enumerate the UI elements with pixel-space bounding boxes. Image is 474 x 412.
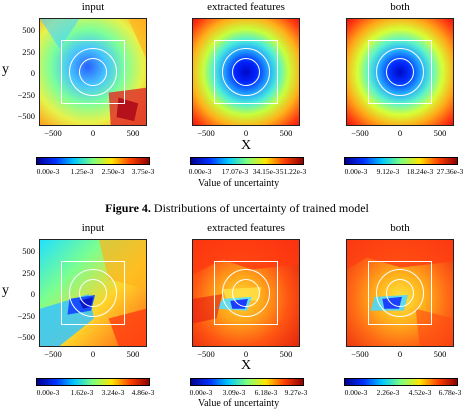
row2-p3-x-tick: 500 (433, 349, 447, 359)
row1-panel2-title: extracted features (207, 1, 285, 13)
row2-input-inner-circle (79, 279, 107, 307)
row1-input-outer-circle (69, 48, 117, 96)
row2-cbar1-tick: 3.24e-3 (101, 388, 125, 397)
row2-panel2-title: extracted features (207, 222, 285, 234)
row1-x-axis-label: X (241, 138, 252, 153)
row2-colorbar-1 (36, 378, 150, 386)
row2-p2-x-tick: 0 (243, 349, 249, 359)
row1-p2-x-tick: 500 (279, 128, 293, 138)
row1-cbar2-tick: 17.07e-3 (221, 167, 249, 176)
row2-y-tick: 500 (22, 246, 35, 256)
row2-colorbar-2 (190, 378, 304, 386)
row2-extracted-square (214, 261, 278, 325)
row2-extracted-inner-circle (232, 279, 260, 307)
row2-p2-x-tick: 500 (279, 349, 293, 359)
row2-panel1-title: input (81, 222, 105, 234)
row1-input-heatmap (39, 18, 147, 126)
row1-p3-x-tick: −500 (351, 128, 369, 138)
row1-cbar3-tick: 18.24e-3 (406, 167, 434, 176)
row2-cbar1-tick: 1.62e-3 (70, 388, 94, 397)
row1-p1-x-tick: −500 (44, 128, 62, 138)
row1-input-square (61, 40, 125, 104)
row1-input-inner-circle (79, 58, 107, 86)
row2-cbar2-tick: 3.09e-3 (222, 388, 246, 397)
row1-input-heatmap-image (40, 19, 146, 125)
row2-p1-x-tick: 500 (126, 349, 140, 359)
row2-y-tick: −250 (17, 311, 35, 321)
row1-cbar2-tick: 51.22e-3 (279, 167, 307, 176)
row2-x-axis-label: X (241, 358, 252, 373)
row1-cbar1-tick: 3.75e-3 (131, 167, 155, 176)
row2-p3-x-tick: −500 (351, 349, 369, 359)
row1-cbar1-tick: 1.25e-3 (70, 167, 94, 176)
row1-panel1-title: input (81, 1, 105, 13)
row2-p1-x-tick: −500 (44, 349, 62, 359)
row1-cbar3-tick: 9.12e-3 (376, 167, 400, 176)
row2-extracted-outer-circle (222, 269, 270, 317)
row2-colorbar-label: Value of uncertainty (198, 398, 280, 409)
row1-cbar1-tick: 0.00e-3 (36, 167, 60, 176)
row2-input-outer-circle (69, 269, 117, 317)
row1-y-tick: 250 (22, 47, 35, 57)
row1-cbar1-tick: 2.50e-3 (101, 167, 125, 176)
row2-input-square (61, 261, 125, 325)
row2-p2-x-tick: −500 (197, 349, 215, 359)
row2-cbar3-tick: 2.26e-3 (376, 388, 400, 397)
row1-p1-x-tick: 0 (90, 128, 96, 138)
row2-y-tick: −500 (17, 332, 35, 342)
row1-colorbar-1 (36, 157, 150, 165)
row2-cbar3-tick: 0.00e-3 (344, 388, 368, 397)
row1-colorbar-2 (190, 157, 304, 165)
row1-both-outer-circle (376, 48, 424, 96)
row1-cbar3-tick: 0.00e-3 (344, 167, 368, 176)
row2-cbar3-tick: 6.78e-3 (438, 388, 462, 397)
row2-cbar3-tick: 4.52e-3 (408, 388, 432, 397)
row1-p2-x-tick: 0 (243, 128, 249, 138)
row2-panel3-title: both (390, 222, 410, 234)
row2-cbar2-tick: 0.00e-3 (189, 388, 213, 397)
row2-cbar1-tick: 4.86e-3 (131, 388, 155, 397)
row1-y-tick: −500 (17, 111, 35, 121)
figure-caption-label: Figure 4. (105, 201, 151, 215)
row1-p3-x-tick: 500 (433, 128, 447, 138)
row2-p3-x-tick: 0 (397, 349, 403, 359)
row1-cbar2-tick: 0.00e-3 (188, 167, 212, 176)
row1-y-tick: 500 (22, 25, 35, 35)
row1-p1-x-tick: 500 (126, 128, 140, 138)
row2-y-tick: 0 (30, 289, 35, 299)
row1-p2-x-tick: −500 (197, 128, 215, 138)
row2-y-tick: 250 (22, 268, 35, 278)
row2-p1-x-tick: 0 (90, 349, 96, 359)
row2-colorbar-3 (344, 378, 458, 386)
row1-y-axis-label: y (2, 62, 9, 77)
row1-colorbar-3 (344, 157, 458, 165)
row1-cbar2-tick: 34.15e-3 (252, 167, 280, 176)
row1-extracted-outer-circle (222, 48, 270, 96)
row1-both-square (368, 40, 432, 104)
row2-both-inner-circle (386, 279, 414, 307)
row2-both-square (368, 261, 432, 325)
row1-y-tick: −250 (17, 90, 35, 100)
row2-both-outer-circle (376, 269, 424, 317)
row2-cbar2-tick: 9.27e-3 (284, 388, 308, 397)
row2-cbar1-tick: 0.00e-3 (36, 388, 60, 397)
row2-cbar2-tick: 6.18e-3 (254, 388, 278, 397)
row1-extracted-square (214, 40, 278, 104)
row1-cbar3-tick: 27.36e-3 (436, 167, 464, 176)
row2-y-axis-label: y (2, 283, 9, 298)
row1-colorbar-label: Value of uncertainty (198, 178, 280, 189)
row1-p3-x-tick: 0 (397, 128, 403, 138)
figure-caption: Figure 4. Distributions of uncertainty o… (0, 201, 474, 216)
row1-panel3-title: both (390, 1, 410, 13)
row1-y-tick: 0 (30, 68, 35, 78)
figure-caption-text: Distributions of uncertainty of trained … (150, 201, 369, 215)
row1-both-inner-circle (386, 58, 414, 86)
row1-extracted-inner-circle (232, 58, 260, 86)
